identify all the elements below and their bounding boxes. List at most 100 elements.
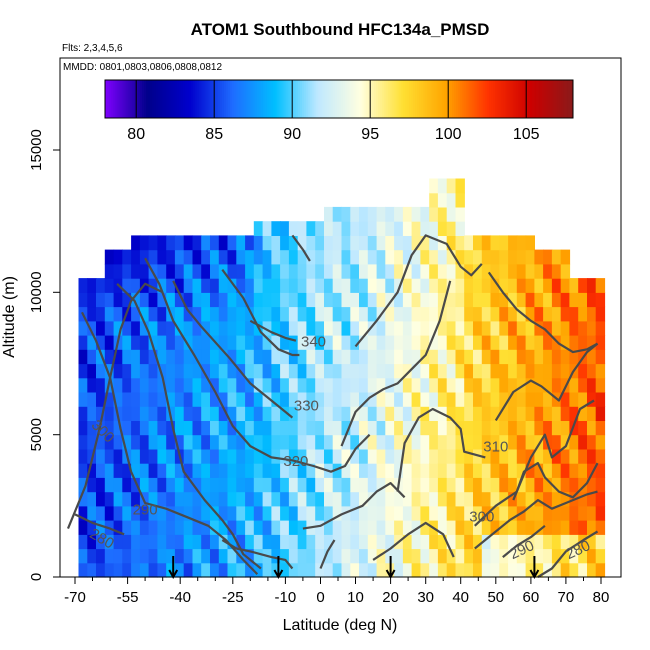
heatmap-cell [139,349,150,365]
colorbar-swatch [516,80,519,118]
heatmap-cell [280,221,290,236]
colorbar-swatch [524,80,527,118]
heatmap-cell [525,349,535,365]
heatmap-cell [551,548,562,564]
heatmap-cell [201,363,211,379]
heatmap-cell [227,463,237,478]
heatmap-cell [367,377,378,393]
heatmap-cell [332,349,343,365]
heatmap-cell [367,263,378,279]
heatmap-cell [473,392,483,407]
colorbar-swatch [428,80,432,118]
colorbar-swatch [403,80,406,118]
heatmap-cell [437,534,448,550]
heatmap-cell [192,349,202,365]
heatmap-cell [192,477,202,493]
heatmap-cell [148,249,158,265]
heatmap-cell [87,406,97,421]
heatmap-cell [227,392,237,407]
heatmap-cell [122,491,132,507]
colorbar-swatch [383,80,387,118]
colorbar-swatch [430,80,434,118]
heatmap-cell [324,320,334,336]
heatmap-cell [394,505,404,521]
colorbar-swatch [319,80,322,118]
heatmap-cell [394,306,404,322]
heatmap-cell [218,463,229,478]
colorbar-swatch [473,80,476,118]
contour-line [474,490,598,550]
heatmap-cell [516,349,527,365]
heatmap-cell [376,420,386,436]
heatmap-cell [376,235,386,251]
heatmap-cell [490,463,500,478]
heatmap-cell [192,363,202,379]
heatmap-cell [174,477,185,493]
heatmap-cell [490,377,500,393]
x-tick-label: 0 [316,589,324,606]
heatmap-cell [218,562,229,578]
heatmap-cell [271,392,281,407]
heatmap-cell [139,249,150,265]
heatmap-cell [437,377,448,393]
heatmap-cell [166,249,176,265]
heatmap-cell [437,448,448,464]
colorbar-swatch [401,80,404,118]
heatmap-cell [446,392,457,407]
heatmap-cell [595,477,606,493]
heatmap-cell [315,463,325,478]
heatmap-cell [192,520,202,535]
colorbar-swatch [366,80,369,118]
heatmap-cell [297,363,308,379]
contour-label: 310 [483,439,508,456]
chart-title: ATOM1 Southbound HFC134a_PMSD [191,20,490,39]
colorbar-swatch [225,80,229,118]
heatmap-cell [350,363,360,379]
heatmap-cell [87,477,97,493]
heatmap-cell [490,392,500,407]
heatmap-cell [183,335,194,350]
heatmap-cell [411,463,421,478]
heatmap-cell [288,548,299,564]
heatmap-cell [446,562,457,578]
heatmap-cell [350,520,360,535]
heatmap-cell [78,406,88,421]
heatmap-cell [271,548,281,564]
colorbar-swatch [385,80,389,118]
heatmap-cell [262,335,272,350]
heatmap-cell [122,377,132,393]
heatmap-cell [236,448,246,464]
colorbar-swatch [145,80,149,118]
heatmap-cell [166,278,176,293]
heatmap-cell [394,206,404,222]
heatmap-cell [297,335,308,350]
colorbar-swatch [282,80,285,118]
heatmap-cell [376,249,386,265]
heatmap-cell [210,463,220,478]
heatmap-cell [455,363,465,379]
colorbar-swatch [151,80,155,118]
heatmap-cell [174,463,185,478]
heatmap-cell [192,406,202,421]
heatmap-cell [104,448,115,464]
heatmap-cell [499,249,509,265]
heatmap-cell [201,292,211,308]
contour-line [74,513,125,536]
heatmap-cell [481,448,492,464]
heatmap-cell [525,363,535,379]
heatmap-cell [210,406,220,421]
colorbar-swatch [518,80,521,118]
colorbar-swatch [140,80,143,118]
heatmap-cell [569,505,579,521]
heatmap-cell [166,363,176,379]
heatmap-cell [402,292,413,308]
heatmap-cell [262,292,272,308]
heatmap-cell [218,292,229,308]
heatmap-cell [350,377,360,393]
colorbar-swatch [340,80,344,118]
heatmap-cell [481,249,492,265]
heatmap-cell [306,548,316,564]
heatmap-cell [376,448,386,464]
heatmap-cell [262,263,272,279]
colorbar-swatch [184,80,188,118]
